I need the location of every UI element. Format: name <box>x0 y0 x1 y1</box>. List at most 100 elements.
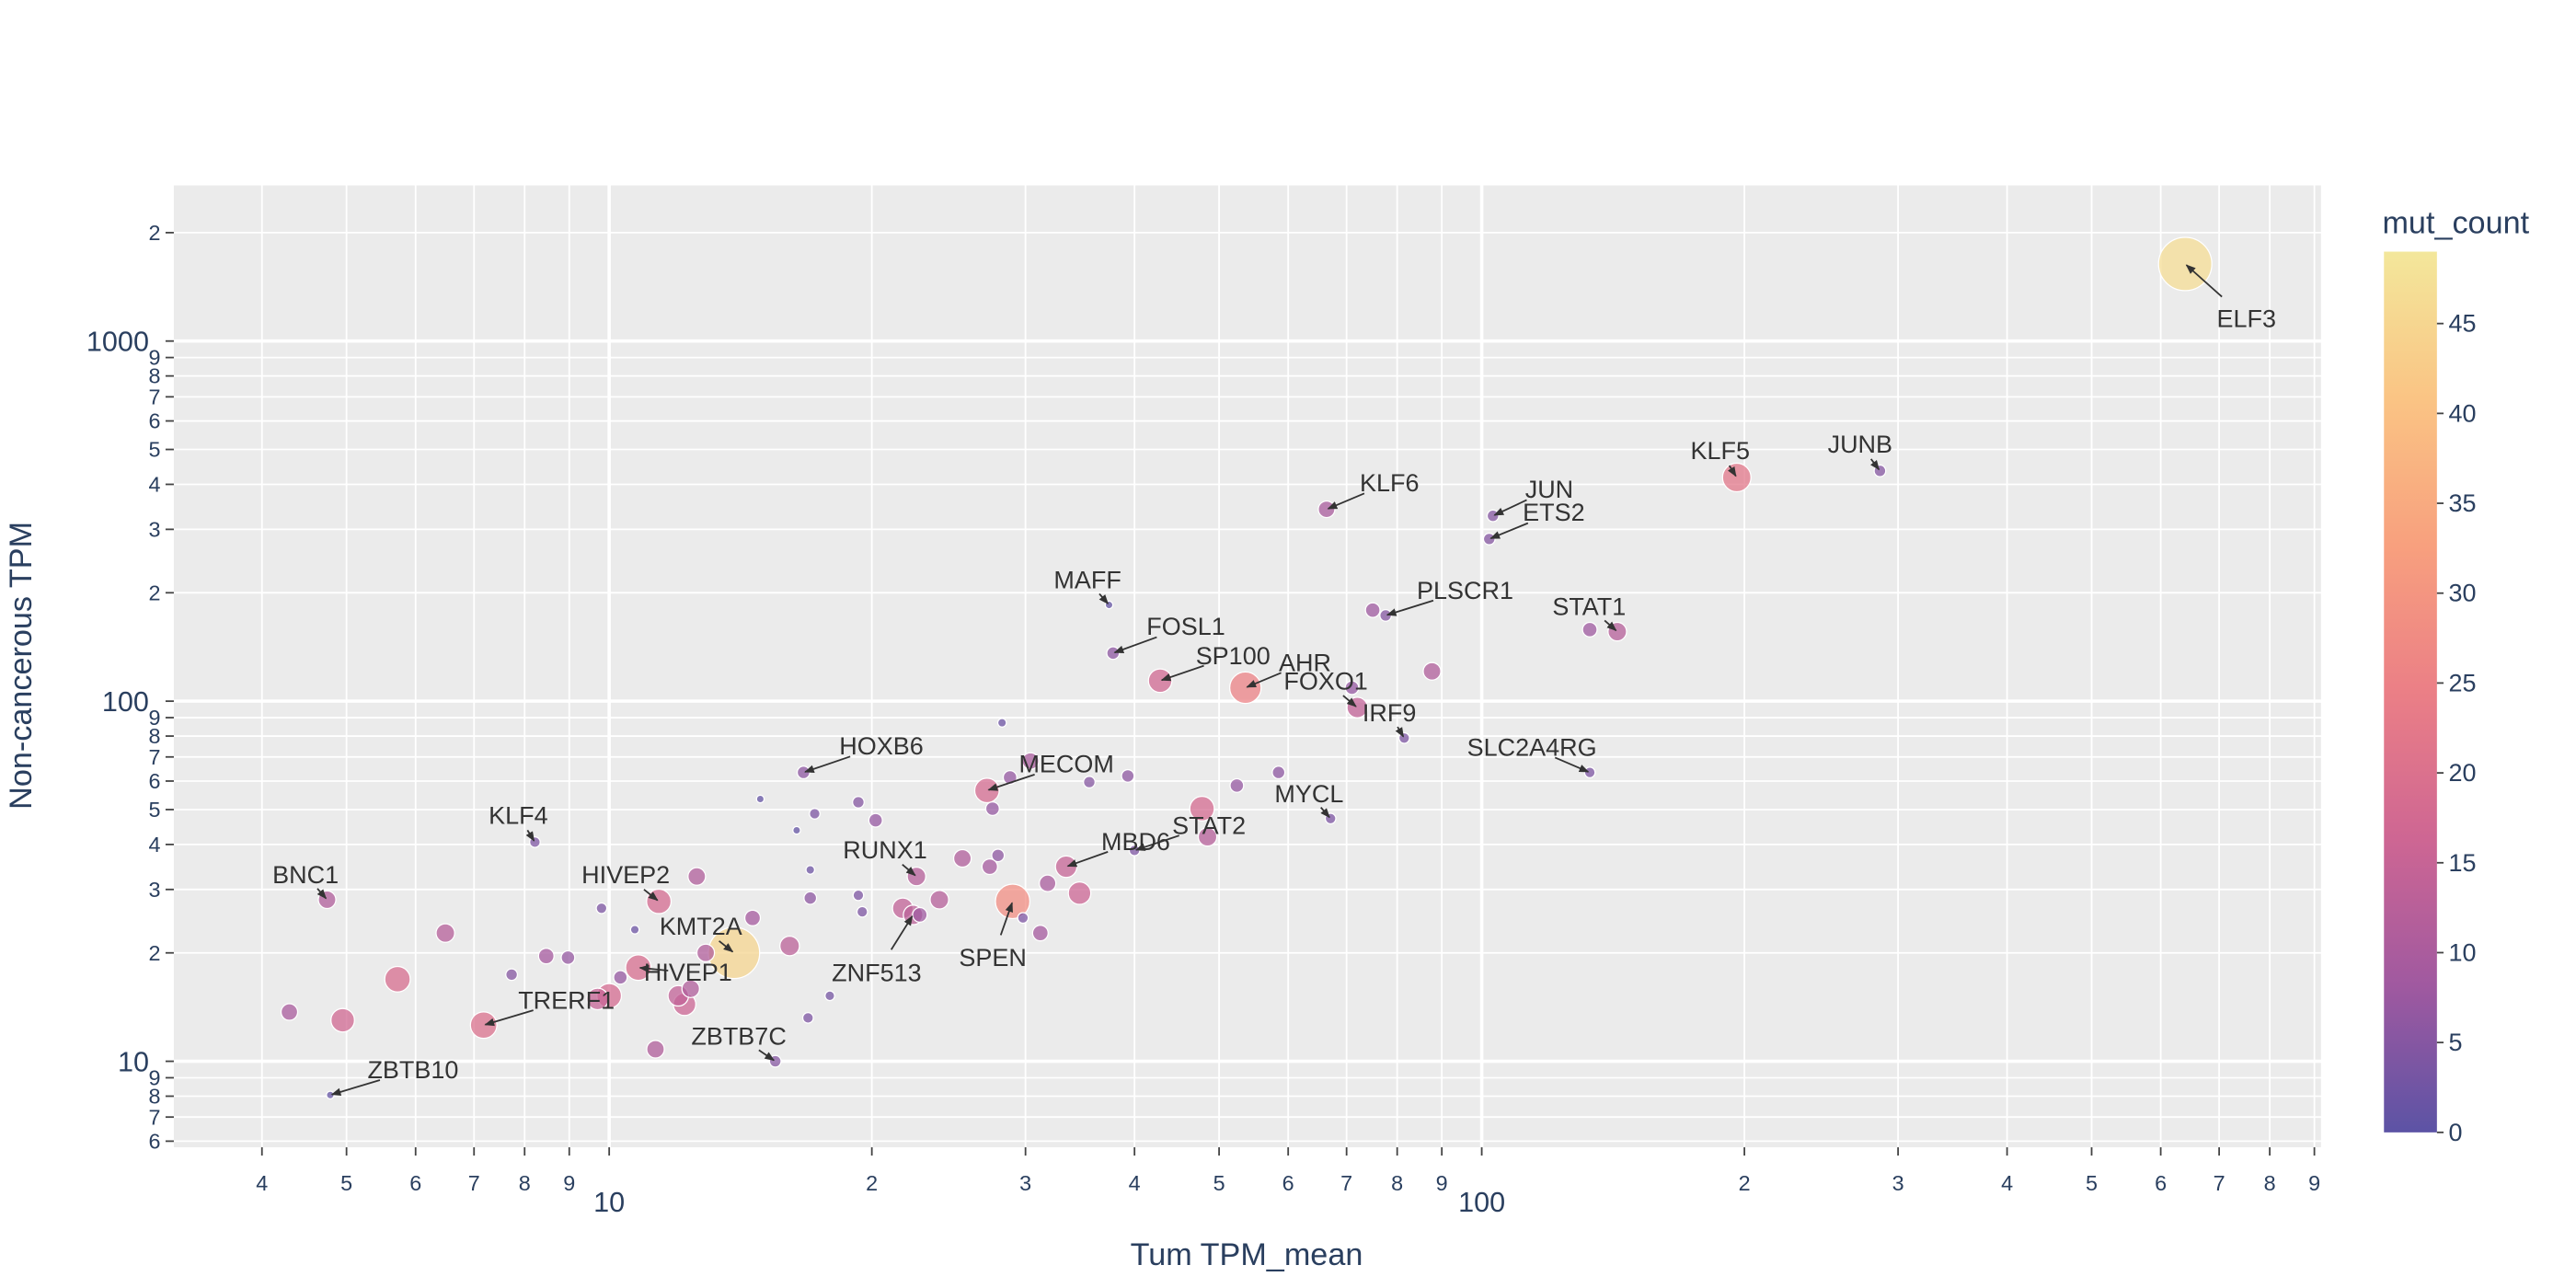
colorbar-tick-label: 45 <box>2448 310 2476 338</box>
annotation-arrow <box>643 889 659 902</box>
x-tick-label: 100 <box>1458 1187 1505 1218</box>
data-point <box>796 765 811 780</box>
annotation-arrow <box>316 888 328 900</box>
data-point <box>384 965 411 993</box>
x-tick-label: 9 <box>1436 1171 1448 1195</box>
data-point <box>1379 609 1393 622</box>
grid <box>173 185 2321 1148</box>
data-point <box>1317 500 1336 519</box>
annotation-label: SLC2A4RG <box>1467 734 1597 762</box>
y-tick-label: 6 <box>149 769 161 793</box>
x-tick-label: 10 <box>593 1187 625 1218</box>
data-point <box>1106 646 1121 661</box>
y-tick-label: 3 <box>149 878 161 902</box>
y-tick-label: 100 <box>102 686 149 718</box>
data-point <box>1189 796 1215 822</box>
annotation-arrow <box>1134 834 1180 851</box>
annotation-label: ELF3 <box>2217 305 2277 332</box>
annotation-label: FOXO1 <box>1283 667 1367 695</box>
data-point <box>1121 768 1135 783</box>
colorbar-tick-label: 15 <box>2448 849 2476 877</box>
data-point <box>625 954 652 982</box>
y-tick-label: 6 <box>149 1129 161 1153</box>
data-point <box>1228 671 1262 705</box>
data-point <box>824 990 835 1002</box>
annotation-label: SPEN <box>959 944 1026 972</box>
y-tick-label: 9 <box>149 706 161 730</box>
data-point <box>929 890 949 910</box>
annotation-label: HIVEP1 <box>644 959 732 986</box>
data-point <box>1197 826 1218 847</box>
plot-background <box>173 185 2321 1148</box>
x-tick-label: 2 <box>866 1171 878 1195</box>
annotation-arrow <box>2185 264 2223 298</box>
annotation-arrow <box>890 915 914 950</box>
annotation-label: MAFF <box>1053 567 1121 594</box>
data-point <box>1583 766 1596 778</box>
data-point <box>2157 236 2213 292</box>
annotation-label: SP100 <box>1196 642 1271 670</box>
data-point <box>687 867 707 886</box>
annotation-label: KLF5 <box>1691 437 1751 465</box>
data-point <box>646 888 673 914</box>
data-point <box>537 948 555 965</box>
annotation-arrow <box>719 940 734 953</box>
data-point <box>1397 731 1410 744</box>
y-axis-title: Non-cancerous TPM <box>4 522 39 810</box>
data-point <box>1581 621 1598 638</box>
annotation-label: PLSCR1 <box>1417 577 1513 604</box>
annotation-arrow <box>1869 458 1880 471</box>
y-tick-label: 5 <box>149 438 161 462</box>
data-point <box>755 794 765 804</box>
annotation-arrow <box>902 864 916 877</box>
data-point <box>1229 777 1245 793</box>
data-point <box>1721 462 1752 493</box>
annotation-arrow <box>1386 599 1434 616</box>
data-point <box>852 889 865 902</box>
annotation-arrow <box>525 829 535 842</box>
x-tick-label: 8 <box>1391 1171 1403 1195</box>
data-point <box>803 891 818 905</box>
colorbar-tick-label: 20 <box>2448 759 2476 787</box>
annotation-label: JUN <box>1525 476 1573 503</box>
annotation-label: ZBTB7C <box>691 1023 786 1051</box>
y-tick-label: 8 <box>149 724 161 748</box>
colorbar-tick-label: 30 <box>2448 580 2476 607</box>
annotation-label: ETS2 <box>1523 499 1585 526</box>
annotation-label: AHR <box>1279 649 1331 676</box>
x-tick-label: 8 <box>2264 1171 2276 1195</box>
data-point <box>560 949 576 965</box>
y-tick-label: 7 <box>149 385 161 408</box>
annotation-arrow <box>1160 664 1204 682</box>
annotation-arrow <box>1066 851 1109 868</box>
data-point <box>768 1054 782 1068</box>
x-tick-label: 7 <box>2214 1171 2225 1195</box>
annotation-label: ZBTB10 <box>367 1056 458 1084</box>
x-tick-label: 5 <box>1213 1171 1225 1195</box>
data-point <box>1486 509 1500 523</box>
annotation-arrow <box>1395 726 1405 738</box>
data-point <box>1031 925 1049 942</box>
annotation-label: MECOM <box>1018 750 1113 777</box>
y-tick-label: 2 <box>149 221 161 245</box>
data-point <box>505 968 519 982</box>
data-point <box>1147 668 1173 694</box>
data-point <box>991 848 1006 863</box>
annotation-label: HIVEP2 <box>581 861 670 889</box>
data-point <box>469 1011 498 1040</box>
data-point <box>981 857 998 876</box>
annotation-arrow <box>804 755 851 773</box>
annotation-arrow <box>1320 807 1330 819</box>
annotation-label: IRF9 <box>1363 699 1416 727</box>
data-point <box>629 925 640 935</box>
x-tick-label: 6 <box>409 1171 421 1195</box>
annotation-arrow <box>758 1049 776 1062</box>
data-point <box>435 923 455 943</box>
annotation-label: KLF6 <box>1360 469 1420 497</box>
data-point <box>868 812 883 828</box>
data-point <box>1344 680 1360 696</box>
data-point <box>809 808 821 820</box>
x-tick-label: 9 <box>563 1171 575 1195</box>
